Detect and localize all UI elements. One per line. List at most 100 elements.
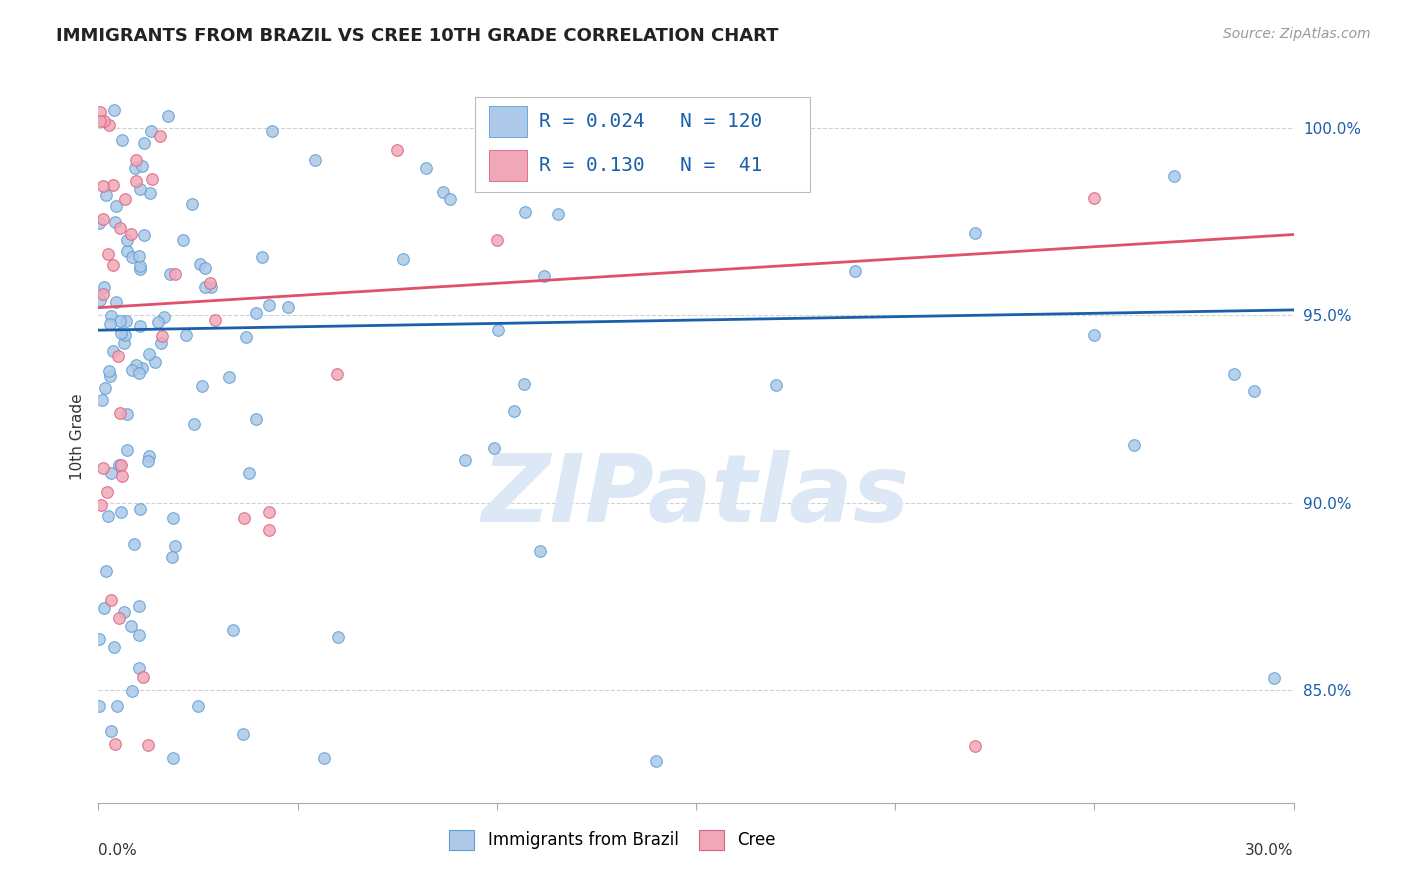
Point bbox=[245, 305, 267, 319]
Point bbox=[114, 193, 136, 207]
Point bbox=[89, 104, 111, 119]
Point bbox=[485, 233, 508, 247]
Point bbox=[100, 724, 122, 739]
Point bbox=[765, 378, 787, 392]
Point bbox=[96, 187, 118, 202]
Point bbox=[129, 501, 152, 516]
Point bbox=[153, 310, 176, 324]
Point bbox=[128, 367, 150, 381]
Point bbox=[162, 751, 184, 765]
Point bbox=[114, 328, 136, 343]
Point bbox=[156, 110, 179, 124]
Point bbox=[124, 161, 146, 175]
Point bbox=[162, 510, 184, 524]
FancyBboxPatch shape bbox=[489, 106, 527, 136]
Point bbox=[110, 406, 132, 420]
Point bbox=[235, 330, 257, 344]
Point bbox=[963, 226, 986, 240]
Point bbox=[107, 349, 129, 363]
Point bbox=[250, 250, 273, 264]
Point bbox=[110, 505, 132, 519]
Point bbox=[111, 468, 134, 483]
Point bbox=[262, 124, 284, 138]
Point bbox=[304, 153, 326, 167]
Point bbox=[513, 205, 536, 219]
Point bbox=[136, 454, 159, 468]
Point bbox=[89, 293, 111, 308]
Text: Source: ZipAtlas.com: Source: ZipAtlas.com bbox=[1223, 27, 1371, 41]
Point bbox=[415, 161, 437, 175]
Point bbox=[328, 630, 350, 644]
Point bbox=[112, 335, 135, 350]
Point bbox=[91, 461, 114, 475]
Point bbox=[97, 509, 120, 524]
Point bbox=[103, 178, 125, 192]
Point bbox=[103, 103, 125, 117]
Text: 0.0%: 0.0% bbox=[98, 843, 138, 858]
Point bbox=[110, 326, 132, 340]
Point bbox=[132, 228, 155, 243]
Point bbox=[503, 404, 526, 418]
Point bbox=[181, 197, 204, 211]
Point bbox=[93, 113, 115, 128]
Point bbox=[128, 319, 150, 334]
Point bbox=[121, 683, 143, 698]
Point bbox=[245, 411, 267, 425]
Point bbox=[547, 207, 569, 221]
Point bbox=[125, 358, 148, 372]
Point bbox=[101, 258, 124, 272]
Point bbox=[128, 599, 150, 613]
Point bbox=[91, 212, 114, 227]
Point bbox=[93, 601, 115, 615]
Point bbox=[191, 378, 214, 392]
Point bbox=[131, 361, 153, 376]
Point bbox=[204, 313, 226, 327]
Point bbox=[512, 377, 534, 392]
Legend: Immigrants from Brazil, Cree: Immigrants from Brazil, Cree bbox=[443, 823, 782, 856]
Point bbox=[98, 364, 121, 378]
Point bbox=[104, 215, 127, 229]
Point bbox=[89, 632, 111, 646]
Point bbox=[174, 327, 197, 342]
Point bbox=[432, 185, 454, 199]
Point bbox=[132, 136, 155, 151]
Point bbox=[141, 171, 163, 186]
Point bbox=[844, 264, 866, 278]
Point bbox=[486, 323, 509, 337]
Point bbox=[1163, 169, 1185, 183]
Point bbox=[277, 300, 299, 314]
Point bbox=[645, 754, 668, 768]
Point bbox=[114, 314, 136, 328]
Point bbox=[100, 466, 122, 480]
Point bbox=[100, 592, 122, 607]
Point bbox=[94, 381, 117, 395]
Point bbox=[1083, 191, 1105, 205]
Point bbox=[138, 739, 160, 753]
Y-axis label: 10th Grade: 10th Grade bbox=[69, 393, 84, 481]
Point bbox=[124, 537, 146, 551]
Point bbox=[183, 417, 205, 431]
Point bbox=[238, 466, 260, 480]
Text: R = 0.130   N =  41: R = 0.130 N = 41 bbox=[538, 156, 762, 175]
Point bbox=[104, 737, 127, 751]
Point bbox=[141, 124, 163, 138]
FancyBboxPatch shape bbox=[475, 97, 810, 192]
Point bbox=[200, 279, 222, 293]
Point bbox=[1083, 327, 1105, 342]
Point bbox=[139, 186, 162, 200]
Point bbox=[97, 247, 120, 261]
Point bbox=[115, 442, 138, 457]
Point bbox=[111, 133, 134, 147]
Point bbox=[257, 505, 280, 519]
Point bbox=[163, 267, 186, 281]
Point bbox=[110, 458, 132, 472]
Point bbox=[162, 549, 184, 564]
FancyBboxPatch shape bbox=[489, 150, 527, 181]
Point bbox=[96, 485, 118, 500]
Point bbox=[117, 244, 139, 258]
Point bbox=[103, 640, 125, 655]
Point bbox=[257, 298, 280, 312]
Point bbox=[129, 259, 152, 273]
Point bbox=[125, 153, 148, 167]
Point bbox=[128, 661, 150, 675]
